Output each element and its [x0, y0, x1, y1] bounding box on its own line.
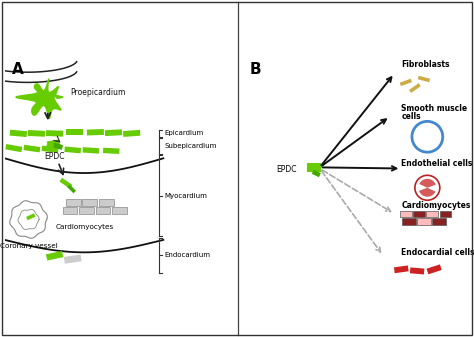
- Polygon shape: [394, 266, 409, 273]
- Polygon shape: [123, 130, 140, 137]
- Polygon shape: [5, 144, 22, 152]
- Text: Cardiomyocytes: Cardiomyocytes: [401, 202, 471, 210]
- Polygon shape: [400, 79, 412, 86]
- Text: EPDC: EPDC: [276, 165, 297, 174]
- Polygon shape: [46, 144, 54, 149]
- Bar: [400, 211, 412, 217]
- Text: A: A: [11, 62, 23, 77]
- Bar: [427, 211, 438, 217]
- Bar: [418, 218, 431, 225]
- Text: EPDC: EPDC: [45, 152, 65, 161]
- Bar: [82, 199, 97, 206]
- Text: Endocardial cells: Endocardial cells: [401, 248, 474, 257]
- Text: Epicardium: Epicardium: [164, 130, 204, 136]
- Bar: [96, 208, 110, 214]
- Polygon shape: [418, 76, 430, 82]
- Polygon shape: [67, 184, 76, 193]
- Polygon shape: [64, 147, 81, 153]
- Wedge shape: [419, 188, 436, 197]
- Wedge shape: [419, 179, 436, 188]
- Polygon shape: [9, 130, 27, 137]
- Bar: [413, 211, 425, 217]
- Text: Coronary vessel: Coronary vessel: [0, 243, 57, 249]
- Bar: [439, 211, 451, 217]
- Bar: [79, 208, 94, 214]
- Polygon shape: [312, 170, 321, 177]
- Polygon shape: [105, 129, 122, 136]
- Polygon shape: [16, 79, 63, 119]
- Polygon shape: [28, 130, 45, 137]
- Polygon shape: [60, 178, 73, 189]
- Text: Smooth muscle: Smooth muscle: [401, 104, 467, 113]
- Polygon shape: [46, 251, 63, 261]
- Text: Fibroblasts: Fibroblasts: [401, 60, 450, 69]
- Polygon shape: [42, 146, 58, 153]
- Polygon shape: [427, 264, 442, 274]
- Text: Endocardium: Endocardium: [164, 252, 210, 258]
- Polygon shape: [409, 83, 421, 93]
- Bar: [432, 218, 446, 225]
- Polygon shape: [24, 145, 40, 152]
- Text: B: B: [249, 62, 261, 77]
- Polygon shape: [53, 143, 63, 150]
- Bar: [112, 208, 127, 214]
- Polygon shape: [46, 130, 63, 136]
- Text: Subepicardium: Subepicardium: [164, 143, 217, 149]
- Text: Endothelial cells: Endothelial cells: [401, 159, 473, 168]
- Polygon shape: [87, 129, 104, 135]
- Polygon shape: [103, 148, 119, 154]
- Bar: [402, 218, 416, 225]
- Polygon shape: [26, 213, 36, 220]
- Polygon shape: [47, 140, 60, 148]
- Polygon shape: [82, 147, 99, 154]
- Polygon shape: [410, 267, 424, 274]
- Bar: [66, 199, 81, 206]
- Polygon shape: [64, 254, 82, 264]
- Text: Proepicardium: Proepicardium: [71, 88, 126, 97]
- Bar: [63, 208, 77, 214]
- Polygon shape: [66, 129, 83, 135]
- Text: Myocardium: Myocardium: [164, 193, 207, 199]
- Polygon shape: [307, 163, 321, 172]
- Text: cells: cells: [401, 112, 421, 121]
- Bar: [99, 199, 114, 206]
- Text: Cardiomyocytes: Cardiomyocytes: [56, 224, 114, 231]
